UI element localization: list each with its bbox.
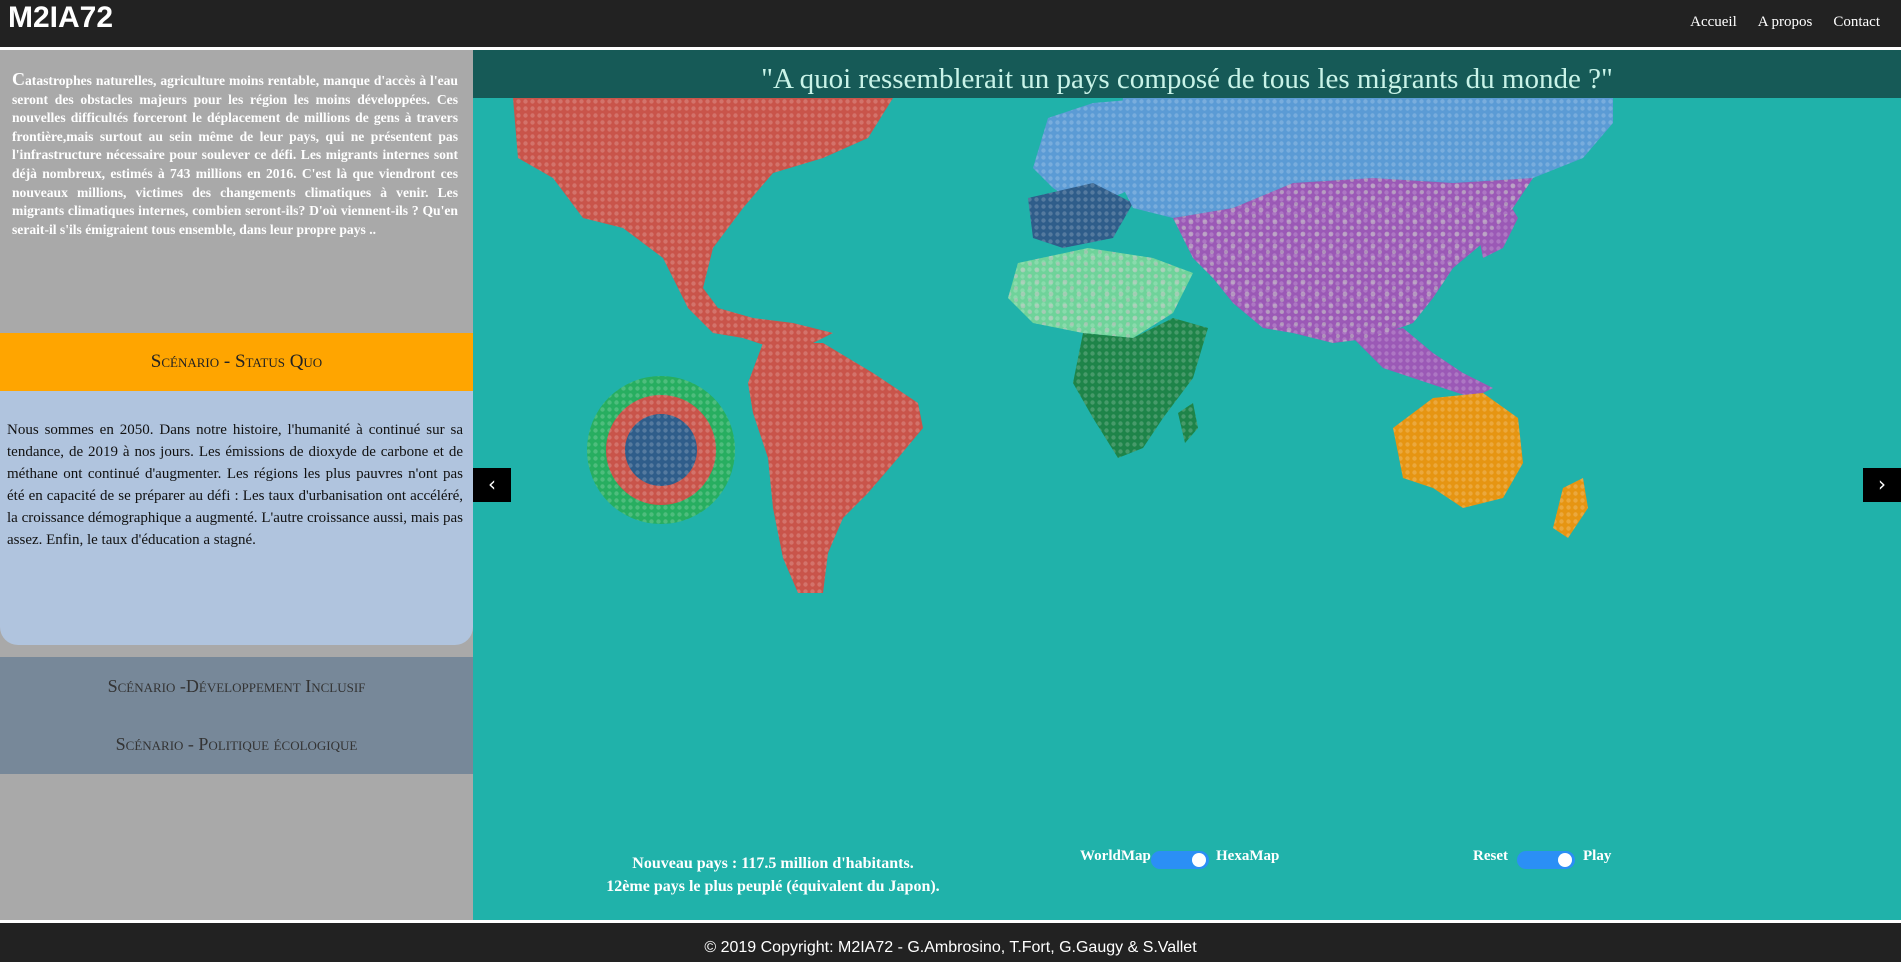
hex-texture <box>1353 328 1493 398</box>
scenario-politique-ecologique-tab[interactable]: Scénario - Politique écologique <box>115 734 358 754</box>
worldmap-hexamap-toggle[interactable] <box>1151 851 1209 869</box>
hex-texture <box>1028 183 1133 248</box>
carousel-prev-button[interactable]: ‹ <box>473 468 511 502</box>
scenario-status-quo-tab[interactable]: Scénario - Status Quo <box>0 333 473 391</box>
other-scenarios-list: Scénario -Développement Inclusif Scénari… <box>0 657 473 774</box>
hex-texture <box>1393 393 1523 508</box>
worldmap-label: WorldMap <box>1080 848 1151 864</box>
scenario-description-text: Nous sommes en 2050. Dans notre histoire… <box>7 422 463 548</box>
population-text: Nouveau pays : 117.5 million d'habitants… <box>632 855 914 872</box>
region-asia <box>1173 178 1533 398</box>
hex-texture <box>763 98 833 158</box>
map-title: "A quoi ressemblerait un pays composé de… <box>473 50 1901 98</box>
region-oceania <box>1393 393 1588 538</box>
toggle-knob <box>1192 853 1206 867</box>
region-americas <box>513 98 923 593</box>
intro-text: Catastrophes naturelles, agriculture moi… <box>12 69 458 237</box>
rank-text: 12ème pays le plus peuplé (équivalent du… <box>606 878 940 895</box>
reset-label: Reset <box>1473 848 1508 864</box>
nav-links: Accueil A propos Contact <box>1690 14 1901 31</box>
hex-migrants-overlay <box>1173 178 1533 343</box>
new-country-hexamap <box>587 376 735 524</box>
reset-play-toggle[interactable] <box>1517 851 1575 869</box>
hex-texture <box>748 343 923 593</box>
brand-logo[interactable]: M2IA72 <box>8 1 114 34</box>
hex-texture <box>625 414 697 486</box>
scenario-description-panel: Nous sommes en 2050. Dans notre histoire… <box>0 391 473 645</box>
map-carousel: "A quoi ressemblerait un pays composé de… <box>473 50 1901 920</box>
hexamap-label: HexaMap <box>1216 848 1280 864</box>
region-africa <box>1008 248 1208 458</box>
carousel-next-button[interactable]: › <box>1863 468 1901 502</box>
region-europe <box>1028 98 1613 248</box>
hex-texture <box>1553 478 1588 538</box>
footer: © 2019 Copyright: M2IA72 - G.Ambrosino, … <box>0 923 1901 962</box>
play-label: Play <box>1583 848 1612 864</box>
hex-texture <box>1178 403 1198 443</box>
hex-texture <box>1113 98 1613 218</box>
toggle-knob <box>1558 853 1572 867</box>
scenario-sidebar: Catastrophes naturelles, agriculture moi… <box>0 50 473 920</box>
hex-migrants-overlay <box>1008 248 1193 338</box>
nav-link-accueil[interactable]: Accueil <box>1690 14 1737 30</box>
scenario-developpement-inclusif-tab[interactable]: Scénario -Développement Inclusif <box>107 676 366 696</box>
hex-texture <box>1073 318 1208 458</box>
hex-texture <box>513 98 893 348</box>
nav-link-a-propos[interactable]: A propos <box>1757 14 1813 30</box>
top-navbar: M2IA72 Accueil A propos Contact <box>0 0 1901 50</box>
nav-link-contact[interactable]: Contact <box>1833 14 1880 30</box>
copyright-text: © 2019 Copyright: M2IA72 - G.Ambrosino, … <box>704 939 1197 956</box>
hexagon-world-map[interactable] <box>473 98 1901 920</box>
new-country-info: Nouveau pays : 117.5 million d'habitants… <box>553 852 993 898</box>
